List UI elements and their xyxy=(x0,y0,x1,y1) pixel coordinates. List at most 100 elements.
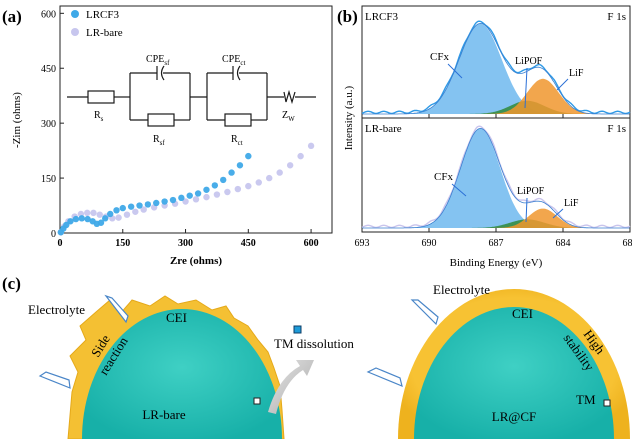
peak-label-cfx-bottom: CFx xyxy=(434,171,453,183)
legend-lr-bare: LR-bare xyxy=(86,27,123,39)
nyquist-plot: 0 150 300 450 600 0 150 300 450 600 LRCF3 LR-bare… xyxy=(11,5,333,267)
spectrum-lr-bare xyxy=(361,125,631,229)
data-point-lrcf3 xyxy=(220,176,227,184)
data-point-lrcf3 xyxy=(161,198,168,205)
plot-a-points xyxy=(57,142,315,236)
data-point-lr-bare xyxy=(96,211,103,218)
data-point-lrcf3 xyxy=(84,215,91,223)
legend-marker-lr-bare xyxy=(71,28,79,36)
data-point-lrcf3 xyxy=(169,196,177,204)
y-tick-label-a: 600 xyxy=(41,9,56,20)
data-point-lrcf3 xyxy=(78,215,85,222)
x-tick-label-b: 681 xyxy=(623,238,632,249)
left-cei-label: CEI xyxy=(166,310,187,325)
data-point-lrcf3 xyxy=(245,152,252,160)
data-point-lr-bare xyxy=(297,152,304,160)
x-tick-label-b: 690 xyxy=(422,238,437,249)
peak-pointer-cfx-top xyxy=(447,63,463,79)
data-point-lr-bare xyxy=(245,182,252,190)
lr-bare-particle-label: LR-bare xyxy=(142,407,186,422)
y-tick-label-a: 150 xyxy=(41,174,56,185)
component-lif xyxy=(362,208,630,228)
peak-label-lif-bottom: LiF xyxy=(564,198,579,209)
peak-pointer-lipof-bottom xyxy=(525,197,528,223)
lr-cf-core xyxy=(414,307,614,439)
data-point-lr-bare xyxy=(224,188,231,196)
peak-pointer-lif-bottom xyxy=(552,208,564,219)
tm-label: TM xyxy=(576,392,596,407)
data-point-lrcf3 xyxy=(119,204,126,212)
particle-lr-bare-schematic: Electrolyte CEI Side reaction TM dissolu… xyxy=(28,294,354,439)
spectrum-top-title: LRCF3 xyxy=(365,11,399,23)
data-point-lr-bare xyxy=(84,209,91,217)
plot-a-ylabel: -Zim (ohms) xyxy=(11,92,23,148)
lr-bare-core xyxy=(82,309,282,439)
data-point-lr-bare xyxy=(90,209,97,217)
peak-pointer-lif-top xyxy=(556,78,569,91)
legend-lrcf3: LRCF3 xyxy=(86,9,120,21)
data-point-lrcf3 xyxy=(153,199,160,207)
data-point-lrcf3 xyxy=(203,186,210,193)
component-cfx xyxy=(362,23,630,114)
circuit-cpe-sf: CPEsf xyxy=(146,54,170,67)
envelope-curve xyxy=(361,125,631,229)
spectrum-bottom-f1s: F 1s xyxy=(607,123,626,135)
data-point-lrcf3 xyxy=(107,210,114,218)
circuit-rsf: Rsf xyxy=(153,134,165,147)
data-point-lrcf3 xyxy=(136,202,143,209)
spectrum-top-f1s: F 1s xyxy=(607,11,626,23)
equivalent-circuit xyxy=(67,65,316,127)
data-point-lr-bare xyxy=(140,206,147,213)
peak-label-lipof-bottom: LiPOF xyxy=(517,186,545,197)
data-point-lrcf3 xyxy=(63,221,70,229)
data-point-lrcf3 xyxy=(236,162,244,169)
x-tick-label-a: 600 xyxy=(304,238,319,249)
peak-pointer-lipof-top xyxy=(524,67,528,109)
peak-label-lipof-top: LiPOF xyxy=(515,56,543,67)
data-point-lr-bare xyxy=(307,142,315,150)
data-point-lr-bare xyxy=(182,198,189,205)
data-point-lr-bare xyxy=(276,169,283,176)
peak-label-cfx-top: CFx xyxy=(430,51,449,63)
dissolution-arrow xyxy=(268,360,314,414)
plot-a-xlabel: Zre (ohms) xyxy=(170,255,222,267)
data-point-lrcf3 xyxy=(144,201,152,208)
data-point-lrcf3 xyxy=(97,219,105,226)
data-point-lrcf3 xyxy=(178,194,185,202)
spectrum-lrcf3 xyxy=(361,20,631,115)
circuit-rct: Rct xyxy=(231,134,243,147)
data-point-lr-bare xyxy=(203,193,210,201)
data-point-lrcf3 xyxy=(113,207,120,214)
component-cfx xyxy=(362,128,630,228)
x-tick-label-a: 450 xyxy=(241,238,256,249)
plot-a-axes: 0 150 300 450 600 0 150 300 450 600 xyxy=(41,9,319,249)
x-tick-label-b: 693 xyxy=(355,238,370,249)
data-point-lrcf3 xyxy=(194,190,202,197)
particle-lr-cf-schematic: Electrolyte CEI High stability TM LR@CF xyxy=(366,282,630,439)
tm-ion-dissolved xyxy=(293,325,302,334)
peak-label-lif-top: LiF xyxy=(569,68,584,79)
plot-b-ylabel: Intensity (a.u.) xyxy=(343,85,355,150)
data-point-lr-bare xyxy=(192,196,200,203)
electrolyte-arrow-2 xyxy=(38,371,71,389)
envelope-curve xyxy=(361,20,631,115)
circuit-zw: ZW xyxy=(282,110,295,123)
data-point-lr-bare xyxy=(266,174,273,182)
right-electrolyte-label: Electrolyte xyxy=(433,282,490,297)
xps-spectra: 693690687684681 LRCF3 F 1s LR-bare F 1s … xyxy=(343,5,632,269)
data-point-lrcf3 xyxy=(186,192,193,199)
electrolyte-arrow-1 xyxy=(104,294,129,324)
legend-marker-lrcf3 xyxy=(71,10,79,18)
plot-a-frame xyxy=(59,5,333,234)
y-tick-label-a: 450 xyxy=(41,64,56,75)
component-lif xyxy=(362,78,630,114)
data-point-lrcf3 xyxy=(101,215,109,222)
data-point-lr-bare xyxy=(123,211,131,218)
data-point-lrcf3 xyxy=(72,215,80,223)
data-point-lr-bare xyxy=(132,208,139,215)
data-point-lr-bare xyxy=(115,214,122,221)
circuit-rs: Rs xyxy=(94,110,104,123)
x-tick-label-a: 150 xyxy=(115,238,130,249)
electrolyte-arrow-4 xyxy=(366,367,403,388)
